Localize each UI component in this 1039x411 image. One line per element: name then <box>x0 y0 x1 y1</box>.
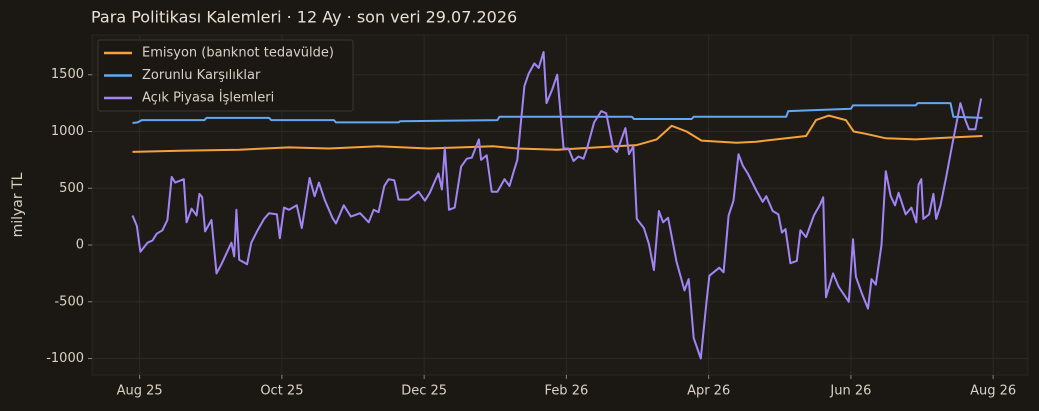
y-tick-label: 0 <box>76 238 84 253</box>
x-tick-label: Jun 26 <box>829 384 871 399</box>
legend-label: Zorunlu Karşılıklar <box>142 68 261 83</box>
legend-label: Emisyon (banknot tedavülde) <box>142 46 334 61</box>
chart-title: Para Politikası Kalemleri · 12 Ay · son … <box>91 8 517 27</box>
x-tick-label: Dec 25 <box>401 384 447 399</box>
x-tick-label: Aug 26 <box>970 384 1016 399</box>
series-line <box>132 102 983 124</box>
y-tick-label: 500 <box>59 181 84 196</box>
legend-box <box>97 39 354 112</box>
y-axis-label: milyar TL <box>10 172 26 237</box>
series-line <box>132 114 983 153</box>
y-tick-label: 1000 <box>51 124 84 139</box>
y-tick-label: 1500 <box>51 67 84 82</box>
x-tick-label: Feb 26 <box>545 384 589 399</box>
x-tick-label: Aug 25 <box>117 384 163 399</box>
y-tick-label: -1000 <box>46 351 84 366</box>
legend-label: Açık Piyasa İşlemleri <box>142 90 274 106</box>
y-tick-label: -500 <box>54 294 84 309</box>
series-line <box>131 51 983 360</box>
x-tick-label: Apr 26 <box>687 384 730 399</box>
x-tick-label: Oct 25 <box>260 384 303 399</box>
